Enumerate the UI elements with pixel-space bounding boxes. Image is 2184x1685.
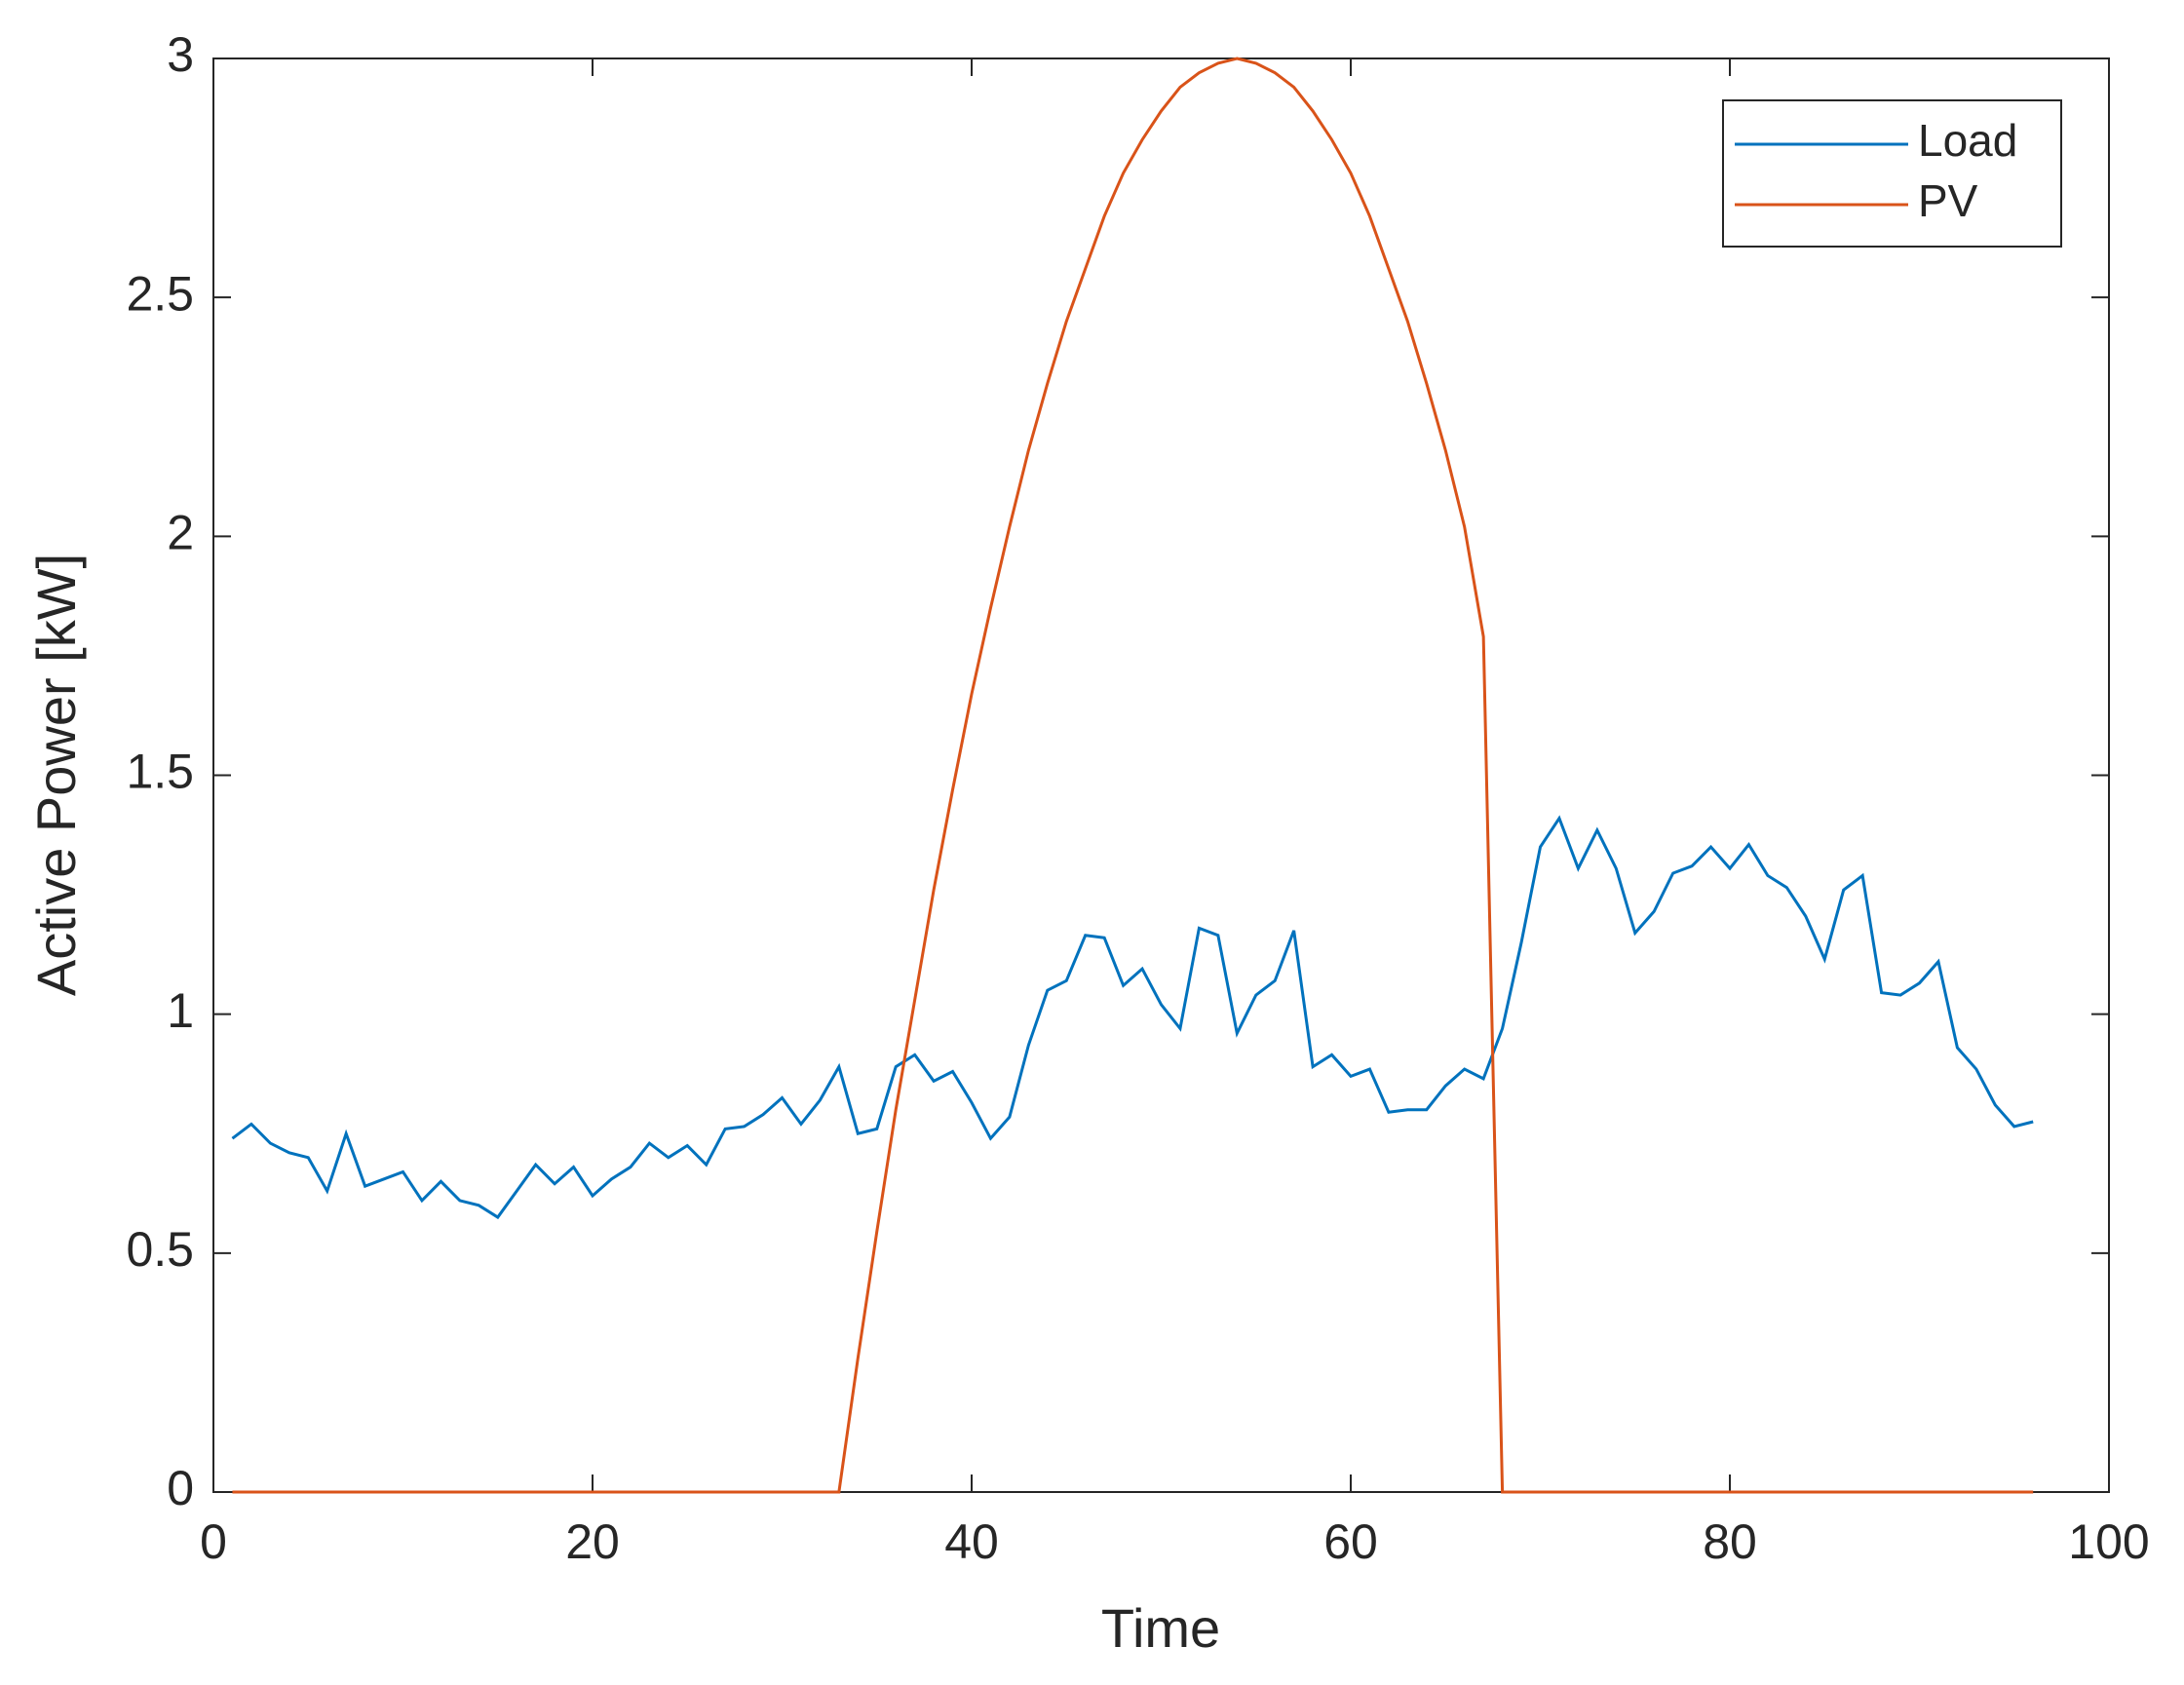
y-tick-label: 1.5: [126, 745, 194, 799]
y-tick-label: 0: [167, 1461, 194, 1515]
legend-label: Load: [1918, 115, 2017, 166]
x-tick-label: 40: [944, 1514, 999, 1569]
y-tick-label: 2.5: [126, 266, 194, 321]
y-tick-label: 3: [167, 27, 194, 82]
x-tick-label: 80: [1703, 1514, 1757, 1569]
x-tick-label: 20: [565, 1514, 620, 1569]
y-tick-label: 0.5: [126, 1222, 194, 1277]
x-tick-label: 60: [1323, 1514, 1378, 1569]
y-axis-label: Active Power [kW]: [25, 554, 87, 996]
legend-label: PV: [1918, 175, 1978, 226]
x-tick-label: 0: [200, 1514, 227, 1569]
x-tick-label: 100: [2068, 1514, 2149, 1569]
y-tick-label: 2: [167, 506, 194, 560]
x-axis-label: Time: [1101, 1597, 1220, 1659]
plot-area: [212, 57, 2110, 1493]
legend-box: [1722, 99, 2062, 248]
line-series: [232, 57, 2034, 1494]
line-series: [231, 815, 2034, 1220]
y-tick-label: 1: [167, 983, 194, 1038]
